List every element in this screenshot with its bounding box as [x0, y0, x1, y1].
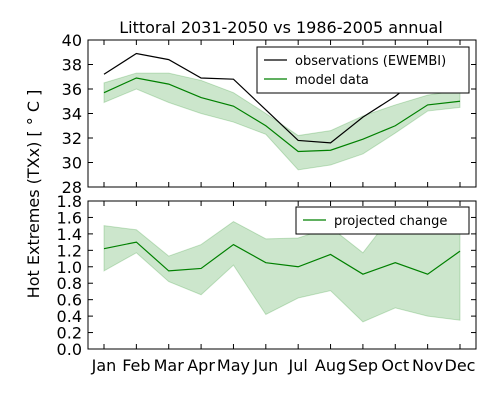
band-projected: [103, 210, 461, 323]
x-tick-label: Feb: [122, 356, 150, 375]
legend-label: model data: [295, 73, 369, 88]
y-tick-label: 38: [62, 56, 82, 75]
axes-frame: [87, 200, 477, 350]
legend-label: observations (EWEMBI): [295, 54, 446, 69]
legend: projected change: [295, 206, 470, 235]
y-tick-label: 1.2: [57, 241, 82, 260]
legend-box: [256, 46, 470, 94]
band-model: [103, 72, 461, 171]
x-tick-label: Jun: [252, 356, 278, 375]
x-tick-labels: Jan Feb Mar Apr May Jun Jul Aug Sep Oct Nov Dec: [91, 356, 476, 375]
x-tick-label: Sep: [348, 356, 378, 375]
y-tick-label: 1.8: [57, 192, 82, 211]
y-tick-label: 0.6: [57, 291, 82, 310]
x-tick-label: Nov: [412, 356, 443, 375]
y-tick-label: 1.0: [57, 258, 82, 277]
x-tick-label: Mar: [154, 356, 185, 375]
chart-title: Littoral 2031-2050 vs 1986-2005 annual: [119, 18, 443, 37]
y-tick-label: 32: [62, 129, 82, 148]
series-line-projected: [103, 241, 461, 275]
y-tick-label: 40: [62, 31, 82, 50]
x-tick-label: Dec: [445, 356, 476, 375]
x-tick-label: Aug: [315, 356, 346, 375]
y-tick-label: 0.0: [57, 340, 82, 359]
x-tick-label: Jan: [91, 356, 117, 375]
y-tick-label: 36: [62, 80, 82, 99]
y-tick-label: 1.6: [57, 208, 82, 227]
series-line-model: [103, 77, 461, 153]
y-tick-label: 0.2: [57, 324, 82, 343]
y-tick-label: 0.8: [57, 274, 82, 293]
y-tick-label: 30: [62, 154, 82, 173]
panel-top: 28 30 32 34 36 38 40 observations (EWEMBI) model…: [62, 31, 477, 197]
x-tick-label: May: [217, 356, 250, 375]
x-tick-label: Oct: [381, 356, 409, 375]
y-axis-label: Hot Extremes (TXx) [ ° C ]: [24, 90, 43, 299]
y-tick-label: 28: [62, 178, 82, 197]
y-tick-label: 0.4: [57, 307, 82, 326]
panel-bottom: 0.00.20.40.60.81.01.21.41.61.8 projected …: [57, 192, 477, 359]
x-tick-label: Jul: [288, 356, 308, 375]
x-tick-label: Apr: [187, 356, 215, 375]
legend: observations (EWEMBI) model data: [256, 46, 470, 94]
legend-label: projected change: [334, 214, 447, 229]
y-tick-label: 34: [62, 105, 82, 124]
y-tick-label: 1.4: [57, 225, 82, 244]
